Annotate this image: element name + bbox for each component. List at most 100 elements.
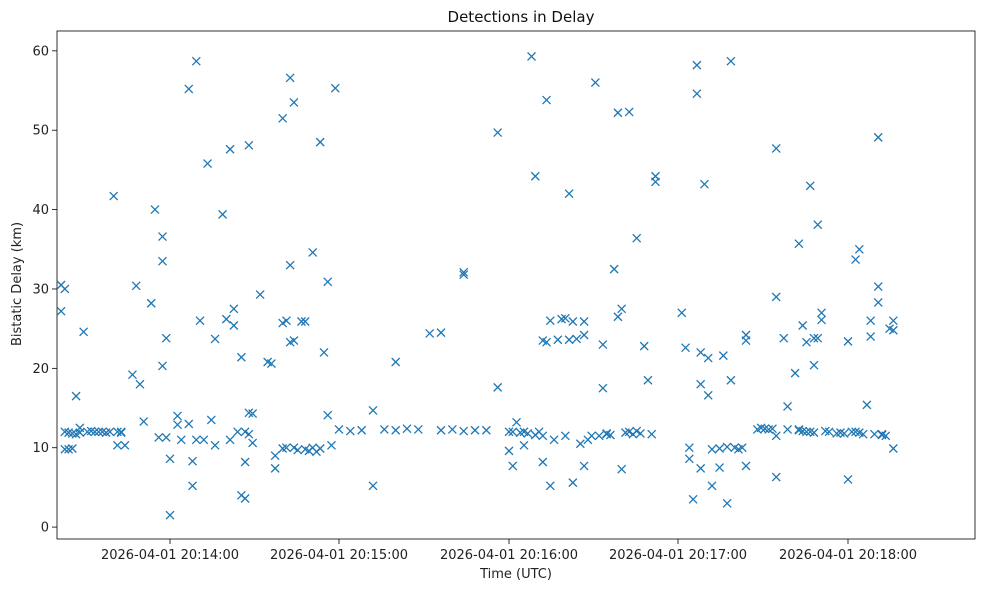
data-point [881,431,891,441]
y-tick-label: 40 [32,203,49,218]
data-point [131,281,141,291]
data-point [617,464,627,474]
data-point [805,181,815,191]
data-point [579,461,589,471]
x-tick-label: 2026-04-01 20:14:00 [101,548,239,563]
x-tick-label: 2026-04-01 20:15:00 [270,548,408,563]
data-point [771,431,781,441]
data-point [820,426,830,436]
data-point [315,444,325,453]
data-point [741,461,751,471]
data-point [722,442,732,452]
data-point [493,128,503,138]
data-point [425,328,435,338]
data-point [289,336,299,346]
data-point [176,435,186,445]
data-point [817,308,827,318]
data-point [722,498,732,508]
data-point [527,51,536,61]
data-point [225,435,235,445]
data-point [794,239,804,249]
data-point [771,144,781,153]
data-point [206,415,216,425]
data-point [613,312,623,322]
data-point [605,430,615,440]
data-point [101,428,111,438]
data-point [862,400,872,410]
data-point [504,446,514,456]
data-point [572,334,582,344]
x-axis-label: Time (UTC) [479,567,552,582]
data-point [699,179,709,189]
data-point [688,494,698,504]
data-point [677,308,687,318]
data-point [459,426,469,436]
data-point [266,359,276,369]
data-point [402,424,412,434]
data-point [609,264,619,274]
data-point [71,391,81,401]
data-point [60,444,70,454]
data-point [835,428,845,438]
data-point [538,431,548,441]
data-point [530,171,540,181]
data-point [726,56,736,66]
data-point [888,325,898,335]
data-point [323,277,333,287]
data-point [330,83,340,93]
data-point [707,444,717,454]
data-point [817,315,827,325]
data-point [733,444,743,454]
data-point [229,321,239,330]
data-point [866,316,876,326]
data-point [135,379,145,389]
data-point [300,444,310,454]
data-point [154,432,164,442]
data-point [481,425,491,435]
data-point [553,335,563,345]
data-point [368,405,378,415]
data-point [703,353,713,363]
data-point [161,432,171,442]
data-point [248,409,258,419]
data-point [240,457,250,467]
data-point [888,444,898,453]
data-point [647,429,657,439]
x-axis-ticks: 2026-04-01 20:14:00 2026-04-01 20:15:00 20… [101,539,917,563]
data-point [255,290,265,299]
data-point [225,144,235,154]
data-point [158,232,167,242]
data-point [692,89,702,99]
data-point [715,444,725,453]
data-point [771,472,781,482]
data-point [146,298,156,308]
data-point [345,426,355,436]
data-point [459,267,469,277]
data-point [560,313,570,323]
data-point [240,494,250,503]
data-point [127,370,137,380]
data-point [568,317,578,326]
data-point [60,284,70,294]
data-point [285,73,295,83]
data-point [869,429,879,439]
data-point [545,316,555,326]
data-point [173,411,182,421]
data-point [323,410,333,420]
data-point [158,361,167,371]
data-point [165,454,175,464]
data-point [293,445,303,455]
data-point [771,292,781,302]
data-point [888,316,898,326]
data-point [707,481,717,491]
data-point [368,481,378,491]
data-point [218,209,228,219]
data-point [851,255,861,265]
data-point [809,428,819,438]
data-point [587,431,597,441]
data-point [447,425,457,434]
data-point [221,314,231,324]
data-point [696,379,706,389]
data-point [639,341,649,351]
data-point [459,270,469,280]
